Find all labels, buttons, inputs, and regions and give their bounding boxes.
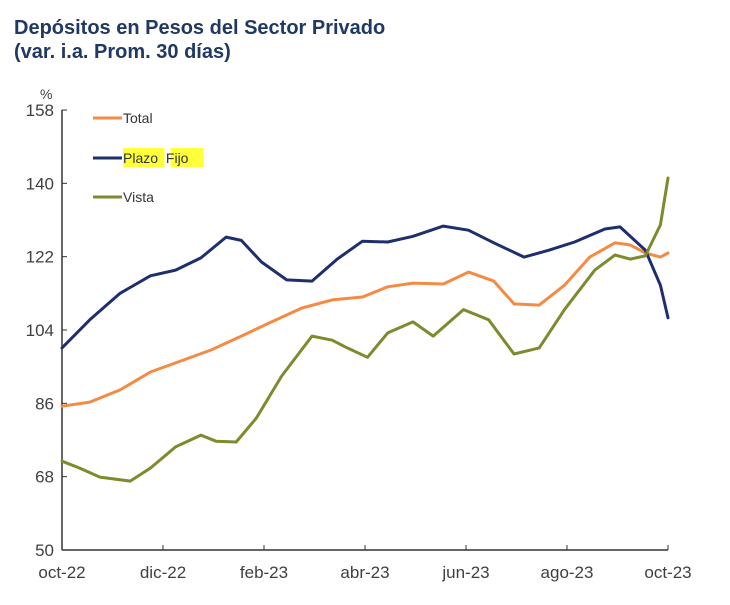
y-tick-label: 50 [35,541,54,560]
legend: Total Plazo Fijo Vista [93,110,204,205]
chart-subtitle: (var. i.a. Prom. 30 días) [14,41,231,63]
x-tick-label: abr-23 [340,563,389,582]
legend-item-vista: Vista [93,189,154,205]
chart-title-block: Depósitos en Pesos del Sector Privado (v… [14,16,385,64]
x-tick-label: oct-23 [644,563,691,582]
y-tick-label: 158 [26,101,54,120]
legend-highlight [123,148,165,167]
series-line-vista [60,176,670,483]
legend-item-plazo-fijo: Plazo Fijo [93,148,204,167]
y-tick-label: 68 [35,468,54,487]
legend-highlight [170,148,204,167]
series-line-total [60,241,670,408]
y-tick-label: 86 [35,394,54,413]
axes: % 50 68 86 104 122 140 158 oct-22 dic-22 feb-23 a… [26,86,692,582]
y-tick-label: 122 [26,248,54,267]
x-tick-label: feb-23 [240,563,288,582]
y-ticks: 50 68 86 104 122 140 158 [26,101,67,560]
y-axis-unit-label: % [40,86,52,102]
series-line-plazo-fijo [60,224,670,350]
series-lines [60,176,670,483]
legend-label: Plazo Fijo [123,150,189,166]
y-tick-label: 104 [26,321,54,340]
x-ticks: oct-22 dic-22 feb-23 abr-23 jun-23 ago-23 oct-… [38,545,692,582]
x-tick-label: dic-22 [140,563,186,582]
chart-title: Depósitos en Pesos del Sector Privado [14,17,386,39]
legend-label: Vista [123,189,154,205]
legend-item-total: Total [93,110,153,126]
x-tick-label: oct-22 [38,563,85,582]
legend-label: Total [123,110,153,126]
y-tick-label: 140 [26,174,54,193]
x-tick-label: ago-23 [541,563,594,582]
x-tick-label: jun-23 [441,563,489,582]
